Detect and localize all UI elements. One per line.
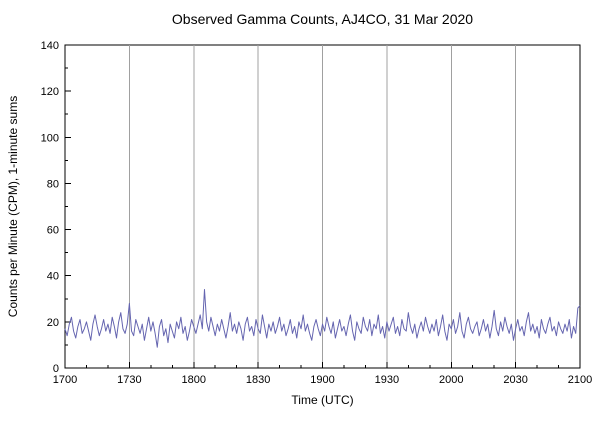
x-tick-label: 1900 bbox=[310, 374, 334, 386]
y-tick-label: 80 bbox=[47, 178, 59, 190]
x-tick-label: 1830 bbox=[246, 374, 270, 386]
y-tick-label: 120 bbox=[41, 86, 59, 98]
y-tick-label: 60 bbox=[47, 225, 59, 237]
y-axis-title: Counts per Minute (CPM), 1-minute sums bbox=[6, 96, 20, 317]
x-axis-title: Time (UTC) bbox=[291, 393, 353, 407]
y-tick-label: 140 bbox=[41, 40, 59, 52]
chart-title: Observed Gamma Counts, AJ4CO, 31 Mar 202… bbox=[172, 11, 473, 27]
x-tick-label: 1700 bbox=[53, 374, 77, 386]
y-tick-label: 20 bbox=[47, 317, 59, 329]
gamma-counts-series bbox=[64, 289, 581, 348]
y-tick-label: 0 bbox=[53, 363, 59, 375]
x-tick-label: 2000 bbox=[439, 374, 463, 386]
y-tick-label: 40 bbox=[47, 271, 59, 283]
x-tick-label: 1800 bbox=[182, 374, 206, 386]
x-tick-label: 2100 bbox=[568, 374, 592, 386]
x-tick-label: 2030 bbox=[503, 374, 527, 386]
x-tick-label: 1730 bbox=[117, 374, 141, 386]
x-tick-label: 1930 bbox=[375, 374, 399, 386]
y-tick-label: 100 bbox=[41, 132, 59, 144]
